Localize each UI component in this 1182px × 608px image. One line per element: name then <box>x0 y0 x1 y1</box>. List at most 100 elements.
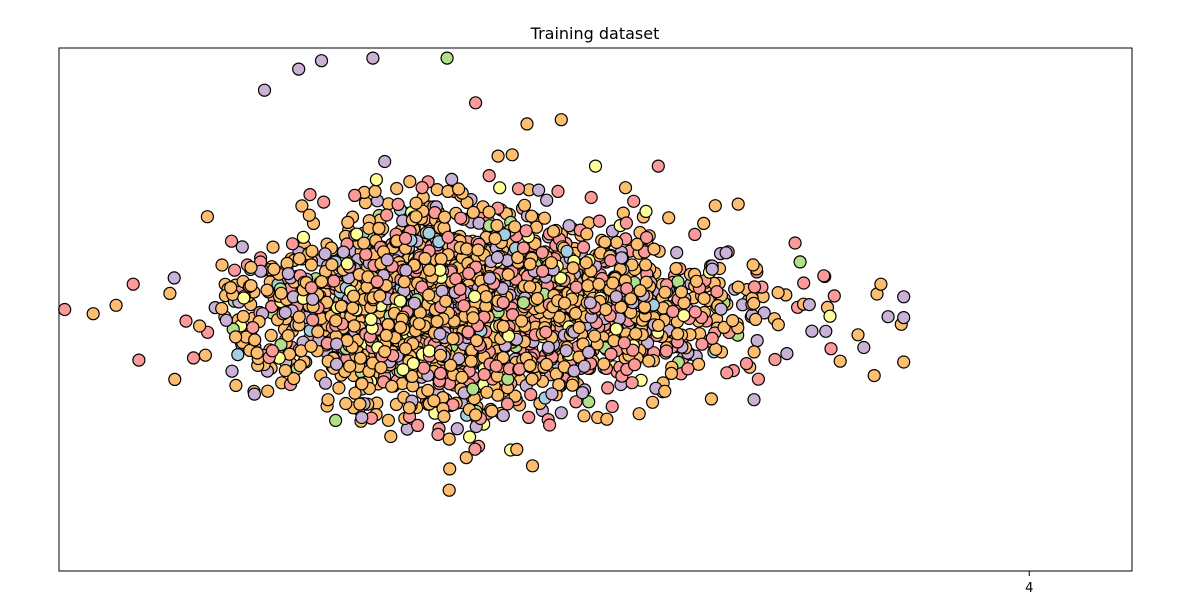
data-point <box>366 51 380 65</box>
data-point <box>479 290 493 304</box>
data-point <box>651 318 666 332</box>
data-point <box>605 399 619 414</box>
data-point <box>542 418 557 432</box>
data-point <box>604 253 618 268</box>
data-point <box>747 393 761 407</box>
data-point <box>353 397 367 411</box>
data-point <box>524 209 539 223</box>
data-point <box>445 172 459 186</box>
data-point <box>264 328 278 342</box>
data-point <box>370 275 384 289</box>
data-point <box>343 359 357 373</box>
data-point <box>560 244 574 258</box>
data-point <box>330 337 344 351</box>
data-point <box>179 314 193 328</box>
data-point <box>493 181 507 195</box>
data-point <box>496 319 510 333</box>
data-point <box>714 302 728 316</box>
data-point <box>632 407 646 421</box>
data-point <box>244 279 258 293</box>
data-point <box>355 410 369 425</box>
data-point <box>517 198 532 212</box>
data-point <box>874 277 888 291</box>
data-point <box>295 199 309 213</box>
data-point <box>629 327 643 341</box>
data-point <box>340 257 354 271</box>
data-point <box>524 387 538 402</box>
data-point <box>805 324 819 338</box>
data-point <box>441 230 455 244</box>
data-point <box>539 357 554 371</box>
data-point <box>325 258 339 272</box>
data-point <box>274 286 288 300</box>
data-point <box>731 197 745 211</box>
data-point <box>317 195 331 209</box>
data-point <box>439 294 453 308</box>
data-point <box>508 389 522 403</box>
data-point <box>642 354 656 368</box>
data-point <box>409 210 423 224</box>
data-point <box>505 148 519 162</box>
data-point <box>304 281 318 295</box>
data-point <box>609 235 624 249</box>
data-point <box>132 353 146 367</box>
data-point <box>186 351 201 365</box>
data-point <box>531 183 546 197</box>
data-point <box>496 408 510 422</box>
data-point <box>670 327 685 341</box>
data-point <box>250 346 264 360</box>
data-point <box>412 317 426 331</box>
data-point <box>482 169 496 183</box>
data-point <box>442 432 456 446</box>
data-point <box>287 372 301 386</box>
data-point <box>411 418 425 432</box>
data-point <box>468 289 482 304</box>
data-point <box>664 366 679 380</box>
data-point <box>619 216 634 230</box>
data-point <box>604 347 618 361</box>
data-point <box>688 227 702 241</box>
data-point <box>397 275 411 289</box>
data-point <box>751 372 766 386</box>
data-point <box>677 308 691 323</box>
data-point <box>582 395 596 409</box>
data-point <box>739 357 754 371</box>
data-point <box>341 215 355 229</box>
data-point <box>731 280 745 294</box>
data-point <box>705 331 719 345</box>
data-point <box>824 342 838 356</box>
data-point <box>708 199 722 213</box>
data-point <box>897 290 911 304</box>
data-point <box>409 196 423 210</box>
data-point <box>306 313 320 327</box>
data-point <box>379 328 393 342</box>
data-point <box>771 286 785 300</box>
data-point <box>237 291 251 305</box>
data-point <box>442 483 456 497</box>
data-point <box>278 305 292 320</box>
data-point <box>385 379 399 393</box>
data-point <box>627 358 642 372</box>
data-point <box>86 307 100 321</box>
data-point <box>688 305 702 319</box>
data-point <box>346 301 360 315</box>
data-point <box>569 395 583 409</box>
data-point <box>373 289 387 303</box>
data-point <box>575 386 590 400</box>
data-point <box>746 258 760 272</box>
data-point <box>566 261 580 275</box>
data-point <box>460 242 474 256</box>
chart-title: Training dataset <box>530 24 660 43</box>
data-point <box>267 262 281 276</box>
data-point <box>771 318 785 332</box>
data-point <box>681 362 695 376</box>
data-point <box>374 361 388 375</box>
data-point <box>372 221 386 235</box>
data-point <box>229 378 243 392</box>
data-point <box>609 322 623 336</box>
data-point <box>592 277 606 291</box>
data-point <box>303 188 317 202</box>
data-point <box>327 274 341 288</box>
data-point <box>747 345 761 359</box>
